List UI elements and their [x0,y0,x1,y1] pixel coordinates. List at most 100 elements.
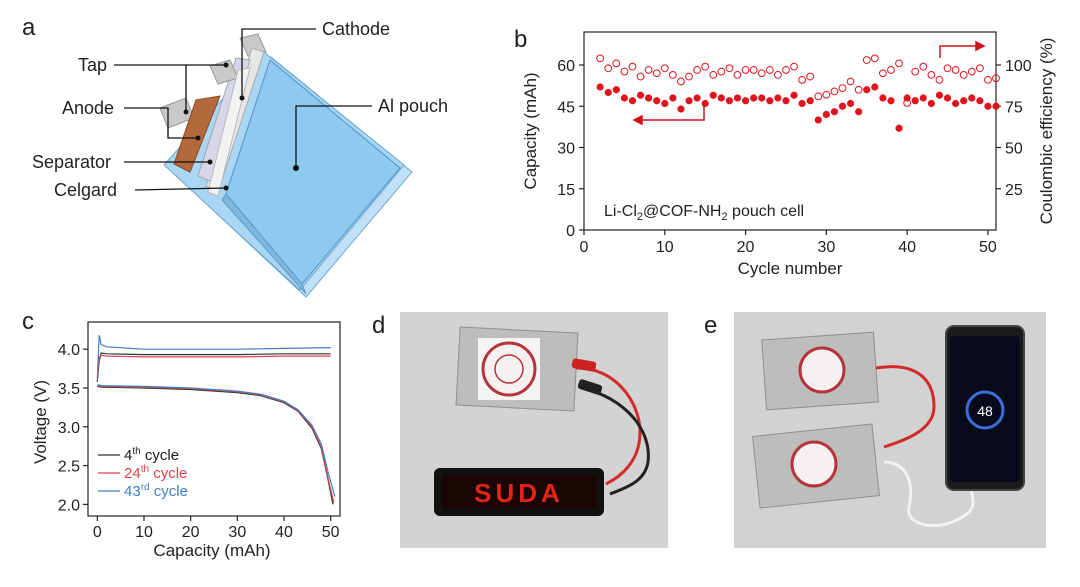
coulombic-efficiency-point [830,87,839,96]
capacity-point [984,102,992,110]
coulombic-efficiency-point [887,66,895,74]
cycling-performance-chart: 0 10 20 30 40 50 0 15 30 45 60 25 50 75 100 Li-Cl2@COF… [521,31,1056,278]
coulombic-efficiency-point [911,67,920,76]
chart-c-xtick-label: 40 [275,524,293,541]
al-pouch-edge [221,193,307,295]
celgard-layer [207,67,251,197]
capacity-point [968,94,976,102]
legend-label-number: 4 [124,447,132,464]
legend-label-tail: cycle [141,447,179,464]
capacity-point [943,94,952,102]
voltage-curve-charge [96,352,331,382]
capacity-point [927,99,935,108]
capacity-point [822,110,830,119]
capacity-point [806,97,814,105]
capacity-point [628,97,637,105]
capacity-point [758,94,766,102]
chart-c-xtick-label: 50 [322,524,340,541]
photo-led-display: SUDA [400,312,668,548]
coulombic-efficiency-point [685,72,693,81]
capacity-point [952,99,960,108]
coulombic-efficiency-point [782,66,790,74]
coulombic-efficiency-point [652,69,661,78]
leader-dot-al-pouch [293,165,299,171]
voltage-curve-discharge [97,385,335,503]
chart-b-ytick-label: 15 [557,182,575,199]
photo-d-clip-red [571,358,597,372]
voltage-curve-charge [96,335,331,379]
capacity-point [604,88,612,97]
arrow-left-line [640,104,705,121]
coulombic-efficiency-point [757,69,766,78]
capacity-point [919,94,927,102]
coulombic-efficiency-point [806,72,815,81]
capacity-point [750,94,758,102]
photo-d-seal [481,341,537,397]
photo-e-wire-red [875,365,936,449]
coulombic-efficiency-point [943,64,952,73]
leader-line-cathode [241,28,316,98]
leader-line-al-pouch [295,105,372,168]
legend-label-sup: rd [141,482,150,493]
leader-dot-tap [183,109,189,115]
phone-battery-text: 48 [977,403,993,419]
capacity-point [709,91,717,99]
photo-e-scene: 48 [734,312,1046,548]
photo-d-clip-black [577,379,603,395]
panel-label-b: b [514,26,528,53]
chart-b-ytick-label: 0 [566,223,575,240]
chart-c-xtick-label: 10 [135,524,153,541]
capacity-point [645,94,653,102]
anode-layer [173,95,221,173]
capacity-point [693,94,701,102]
legend-label-sup: th [141,464,149,475]
coulombic-efficiency-point [620,67,629,76]
coulombic-efficiency-point [879,69,887,78]
photo-d-scene: SUDA [400,312,668,548]
coulombic-efficiency-point [895,59,903,68]
coulombic-efficiency-point [984,75,992,84]
capacity-point [741,97,750,105]
led-display-text: SUDA [474,478,564,508]
legend-label-tail: cycle [149,465,187,482]
coulombic-efficiency-point [660,64,669,73]
chart-c-ytick-label: 4.0 [58,342,80,359]
capacity-point [863,86,871,94]
arrow-right-series [939,40,986,58]
coulombic-efficiency-point [903,99,912,107]
chart-b-y2tick-label: 50 [1005,141,1023,158]
coulombic-efficiency-point [765,66,774,74]
coulombic-efficiency-point [701,62,710,71]
chart-b-y2tick-label: 25 [1005,182,1023,199]
capacity-point [733,94,742,102]
chart-b-ytick-label: 45 [557,99,575,116]
chart-b-xtick-label: 40 [898,239,916,256]
coulombic-efficiency-point [814,92,823,101]
capacity-point [782,97,790,105]
photo-e-phone-screen [950,336,1020,482]
capacity-point [766,97,774,105]
coulombic-efficiency-point [668,71,677,79]
legend-label: 43rd cycle [124,482,188,500]
panel-label-d: d [372,312,386,339]
coulombic-efficiency-point [870,54,879,63]
photo-e-seal-top [798,346,846,394]
legend-label: 4th cycle [124,446,179,464]
chart-b-xtick-label: 10 [656,239,674,256]
panel-label-c: c [22,308,34,335]
capacity-point [653,97,661,105]
chart-c-ylabel: Voltage (V) [31,380,50,464]
chart-c-frame [87,321,341,517]
coulombic-efficiency-point [862,56,871,64]
capacity-point [798,99,806,108]
capacity-point [596,83,604,91]
capacity-point [879,94,887,102]
legend-label-sup: th [132,446,140,457]
capacity-point [887,97,895,105]
photo-phone-charging: 48 [734,312,1046,548]
photo-e-seal-bottom [790,440,838,488]
capacity-point [960,97,968,105]
capacity-point [830,108,839,116]
panel-label-e: e [704,312,718,339]
voltage-profile-chart: 0 10 20 30 40 502.02.53.03.54.0 4th cycle24th… [31,321,341,560]
